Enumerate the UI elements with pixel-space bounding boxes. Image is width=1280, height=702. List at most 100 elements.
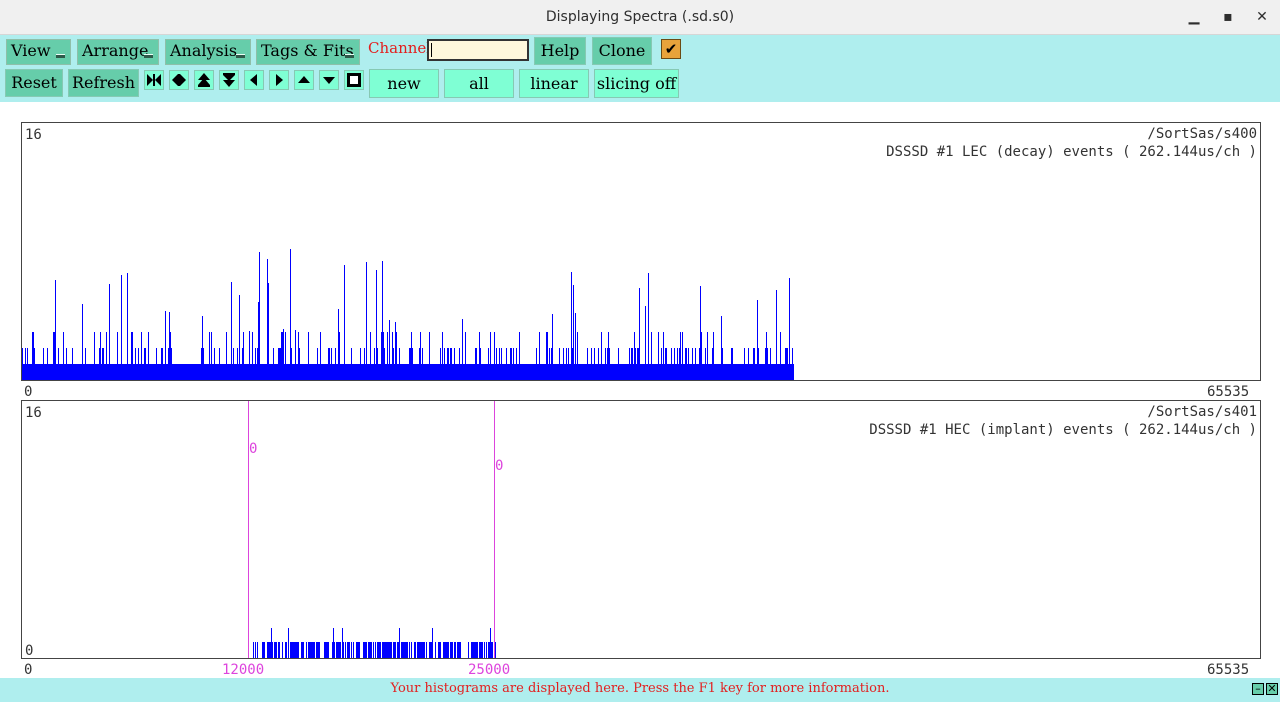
histogram-bar (369, 642, 370, 658)
histogram-bar (268, 283, 269, 380)
stop-icon[interactable] (344, 70, 364, 90)
histogram-bar (334, 642, 335, 658)
expand-horizontal-icon[interactable] (144, 70, 164, 90)
toggle-checkbox[interactable]: ✔ (661, 39, 681, 59)
histogram-bar (417, 642, 418, 658)
close-icon[interactable]: ✕ (1256, 9, 1268, 25)
y-max-label: 16 (25, 127, 42, 143)
clone-button[interactable]: Clone (592, 37, 652, 65)
histogram-bar (488, 642, 489, 658)
help-button[interactable]: Help (534, 37, 586, 65)
scroll-up-icon[interactable] (294, 70, 314, 90)
spectrum-panel-s400[interactable]: 16 /SortSas/s400 DSSSD #1 LEC (decay) ev… (21, 122, 1261, 381)
spectrum-label: DSSSD #1 LEC (decay) events ( 262.144us/… (886, 144, 1257, 160)
histogram-bar (269, 642, 270, 658)
histogram-bar (431, 642, 432, 658)
histogram-bar (55, 280, 56, 380)
histogram-bar (249, 331, 250, 380)
expand-vertical-icon[interactable] (194, 70, 214, 90)
refresh-button[interactable]: Refresh (68, 69, 139, 97)
histogram-bar (472, 642, 473, 658)
compress-horizontal-icon[interactable] (169, 70, 189, 90)
histogram-bar (391, 642, 392, 658)
histogram-bar (405, 642, 406, 658)
histogram-bar (306, 642, 307, 658)
channel-input[interactable] (427, 39, 529, 61)
histogram-bar (387, 332, 388, 380)
histogram-bar (680, 332, 681, 380)
histogram-s401 (248, 401, 496, 658)
dropdown-indicator-icon (144, 54, 153, 58)
histogram-bar (121, 275, 122, 380)
histogram-bar (455, 642, 456, 658)
histogram-bar (209, 332, 210, 380)
histogram-bar (268, 642, 269, 658)
histogram-bar (370, 332, 371, 380)
spectrum-label: DSSSD #1 HEC (implant) events ( 262.144u… (869, 422, 1257, 438)
gate-marker-line (248, 401, 249, 658)
histogram-bar (283, 329, 284, 380)
scroll-down-icon[interactable] (319, 70, 339, 90)
histogram-bar (389, 642, 390, 658)
histogram-bar (452, 642, 453, 658)
spectrum-panel-s401[interactable]: 16 0 /SortSas/s401 DSSSD #1 HEC (implant… (21, 400, 1261, 659)
maximize-icon[interactable]: ▪ (1223, 9, 1233, 25)
histogram-bar (780, 332, 781, 380)
histogram-bar (338, 309, 339, 380)
histogram-bar (492, 642, 493, 658)
histogram-bar (285, 332, 286, 380)
histogram-bar (547, 332, 548, 380)
histogram-bar (432, 628, 433, 658)
histogram-bar (336, 642, 337, 658)
menu-analysis[interactable]: Analysis (165, 39, 251, 65)
histogram-bar (490, 628, 491, 658)
histogram-bar (358, 642, 359, 658)
scroll-left-icon[interactable] (244, 70, 264, 90)
menu-view[interactable]: View (6, 39, 71, 65)
histogram-bar (325, 642, 326, 658)
histogram-bar (407, 642, 408, 658)
histogram-bar (303, 642, 304, 658)
histogram-bar (324, 642, 325, 658)
histogram-bar (353, 642, 354, 658)
histogram-bar (415, 642, 416, 658)
scroll-right-icon[interactable] (269, 70, 289, 90)
y-max-label: 16 (25, 405, 42, 421)
minimize-icon[interactable]: ▁ (1188, 9, 1200, 25)
histogram-bar (313, 642, 314, 658)
histogram-bar (479, 332, 480, 380)
slicing-button[interactable]: slicing off (594, 69, 679, 98)
histogram-bar (490, 332, 491, 380)
menu-arrange[interactable]: Arrange (77, 39, 159, 65)
histogram-bar (366, 262, 367, 380)
histogram-bar (479, 642, 480, 658)
histogram-bar (440, 642, 441, 658)
histogram-bar (396, 332, 397, 380)
close-panel-icon[interactable]: ✕ (1266, 682, 1278, 695)
histogram-bar (106, 332, 107, 380)
histogram-bar (317, 642, 318, 658)
histogram-bar (252, 332, 253, 380)
new-button[interactable]: new (369, 69, 439, 98)
histogram-bar (141, 332, 142, 380)
minimize-panel-icon[interactable]: – (1252, 683, 1264, 695)
histogram-bar (270, 642, 271, 658)
marker-1-value: 12000 (222, 662, 265, 678)
histogram-bar (648, 273, 649, 380)
histogram-bar (383, 332, 384, 380)
histogram-bar (264, 642, 265, 658)
histogram-bar (319, 642, 320, 658)
histogram-bar (398, 642, 399, 658)
histogram-bar (473, 642, 474, 658)
histogram-bar (390, 642, 391, 658)
histogram-bar (458, 642, 459, 658)
histogram-bar (789, 278, 790, 380)
histogram-bar (296, 642, 297, 658)
compress-vertical-icon[interactable] (219, 70, 239, 90)
histogram-bar (320, 332, 321, 380)
all-button[interactable]: all (444, 69, 514, 98)
menu-tags-fits[interactable]: Tags & Fits (256, 39, 360, 65)
histogram-bar (275, 642, 276, 658)
reset-button[interactable]: Reset (5, 69, 63, 97)
linear-button[interactable]: linear (519, 69, 589, 98)
